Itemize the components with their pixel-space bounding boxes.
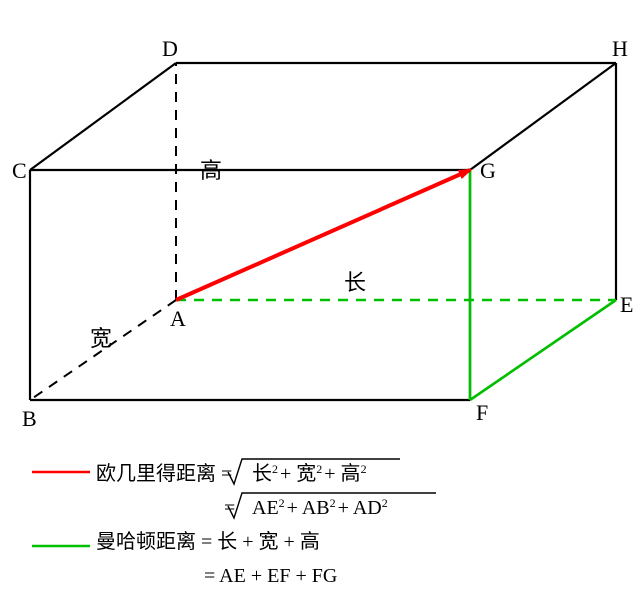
distance-diagram: ABCDEFGH长宽高欧几里得距离 = 长2+ 宽2+ 高2= AE2+ AB2…: [0, 0, 640, 604]
legend-manhattan-label: 曼哈顿距离 = 长 + 宽 + 高: [96, 530, 320, 553]
vertex-label-H: H: [612, 36, 628, 61]
sqrt-inner-edges: AE2+ AB2+ AD2: [252, 496, 388, 519]
edge-CD: [30, 63, 176, 170]
vertex-label-E: E: [620, 292, 633, 317]
manhattan-EF: [470, 300, 616, 400]
axis-label-length: 长: [344, 270, 366, 295]
vertex-label-C: C: [12, 158, 27, 183]
axis-label-height: 高: [200, 158, 222, 183]
legend-euclidean-label: 欧几里得距离 =: [96, 462, 232, 485]
vertex-label-D: D: [162, 36, 178, 61]
sqrt-inner-lwh: 长2+ 宽2+ 高2: [252, 462, 367, 485]
euclidean-diagonal: [176, 170, 470, 300]
edge-HG: [470, 63, 616, 170]
axis-label-width: 宽: [90, 326, 112, 351]
vertex-label-F: F: [476, 400, 488, 425]
legend-manhattan-eq2: = AE + EF + FG: [204, 565, 337, 587]
vertex-label-G: G: [480, 158, 496, 183]
vertex-label-A: A: [170, 306, 186, 331]
vertex-label-B: B: [22, 406, 37, 431]
